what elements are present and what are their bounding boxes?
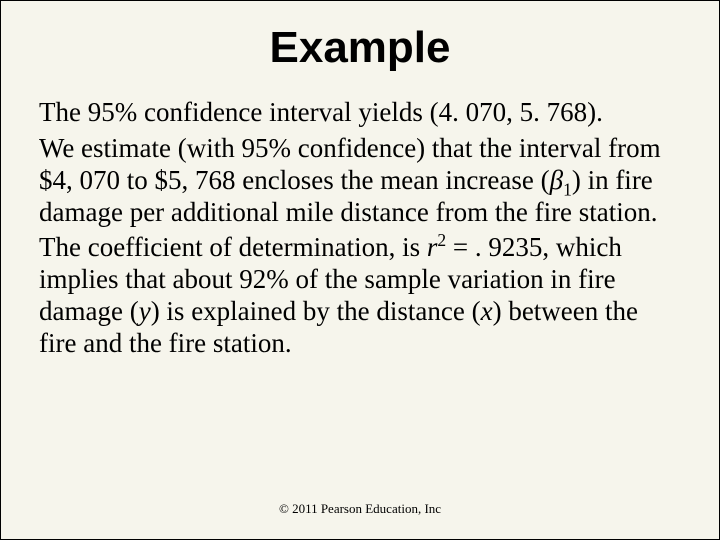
paragraph-2: We estimate (with 95% confidence) that t… (39, 133, 681, 229)
p3-text-a: The coefficient of determination, is (39, 232, 427, 262)
paragraph-3: The coefficient of determination, is r2 … (39, 232, 681, 359)
p1-text: The 95% confidence interval yields (4. 0… (39, 97, 603, 127)
beta-symbol: β (550, 165, 563, 195)
r-superscript: 2 (437, 230, 446, 250)
y-symbol: y (139, 296, 151, 326)
r-symbol: r (427, 232, 438, 262)
slide-body: The 95% confidence interval yields (4. 0… (39, 97, 681, 360)
copyright-footer: © 2011 Pearson Education, Inc (1, 501, 719, 517)
p3-text-c: ) is explained by the distance ( (151, 296, 481, 326)
slide-title: Example (39, 23, 681, 73)
paragraph-1: The 95% confidence interval yields (4. 0… (39, 97, 681, 129)
x-symbol: x (481, 296, 493, 326)
